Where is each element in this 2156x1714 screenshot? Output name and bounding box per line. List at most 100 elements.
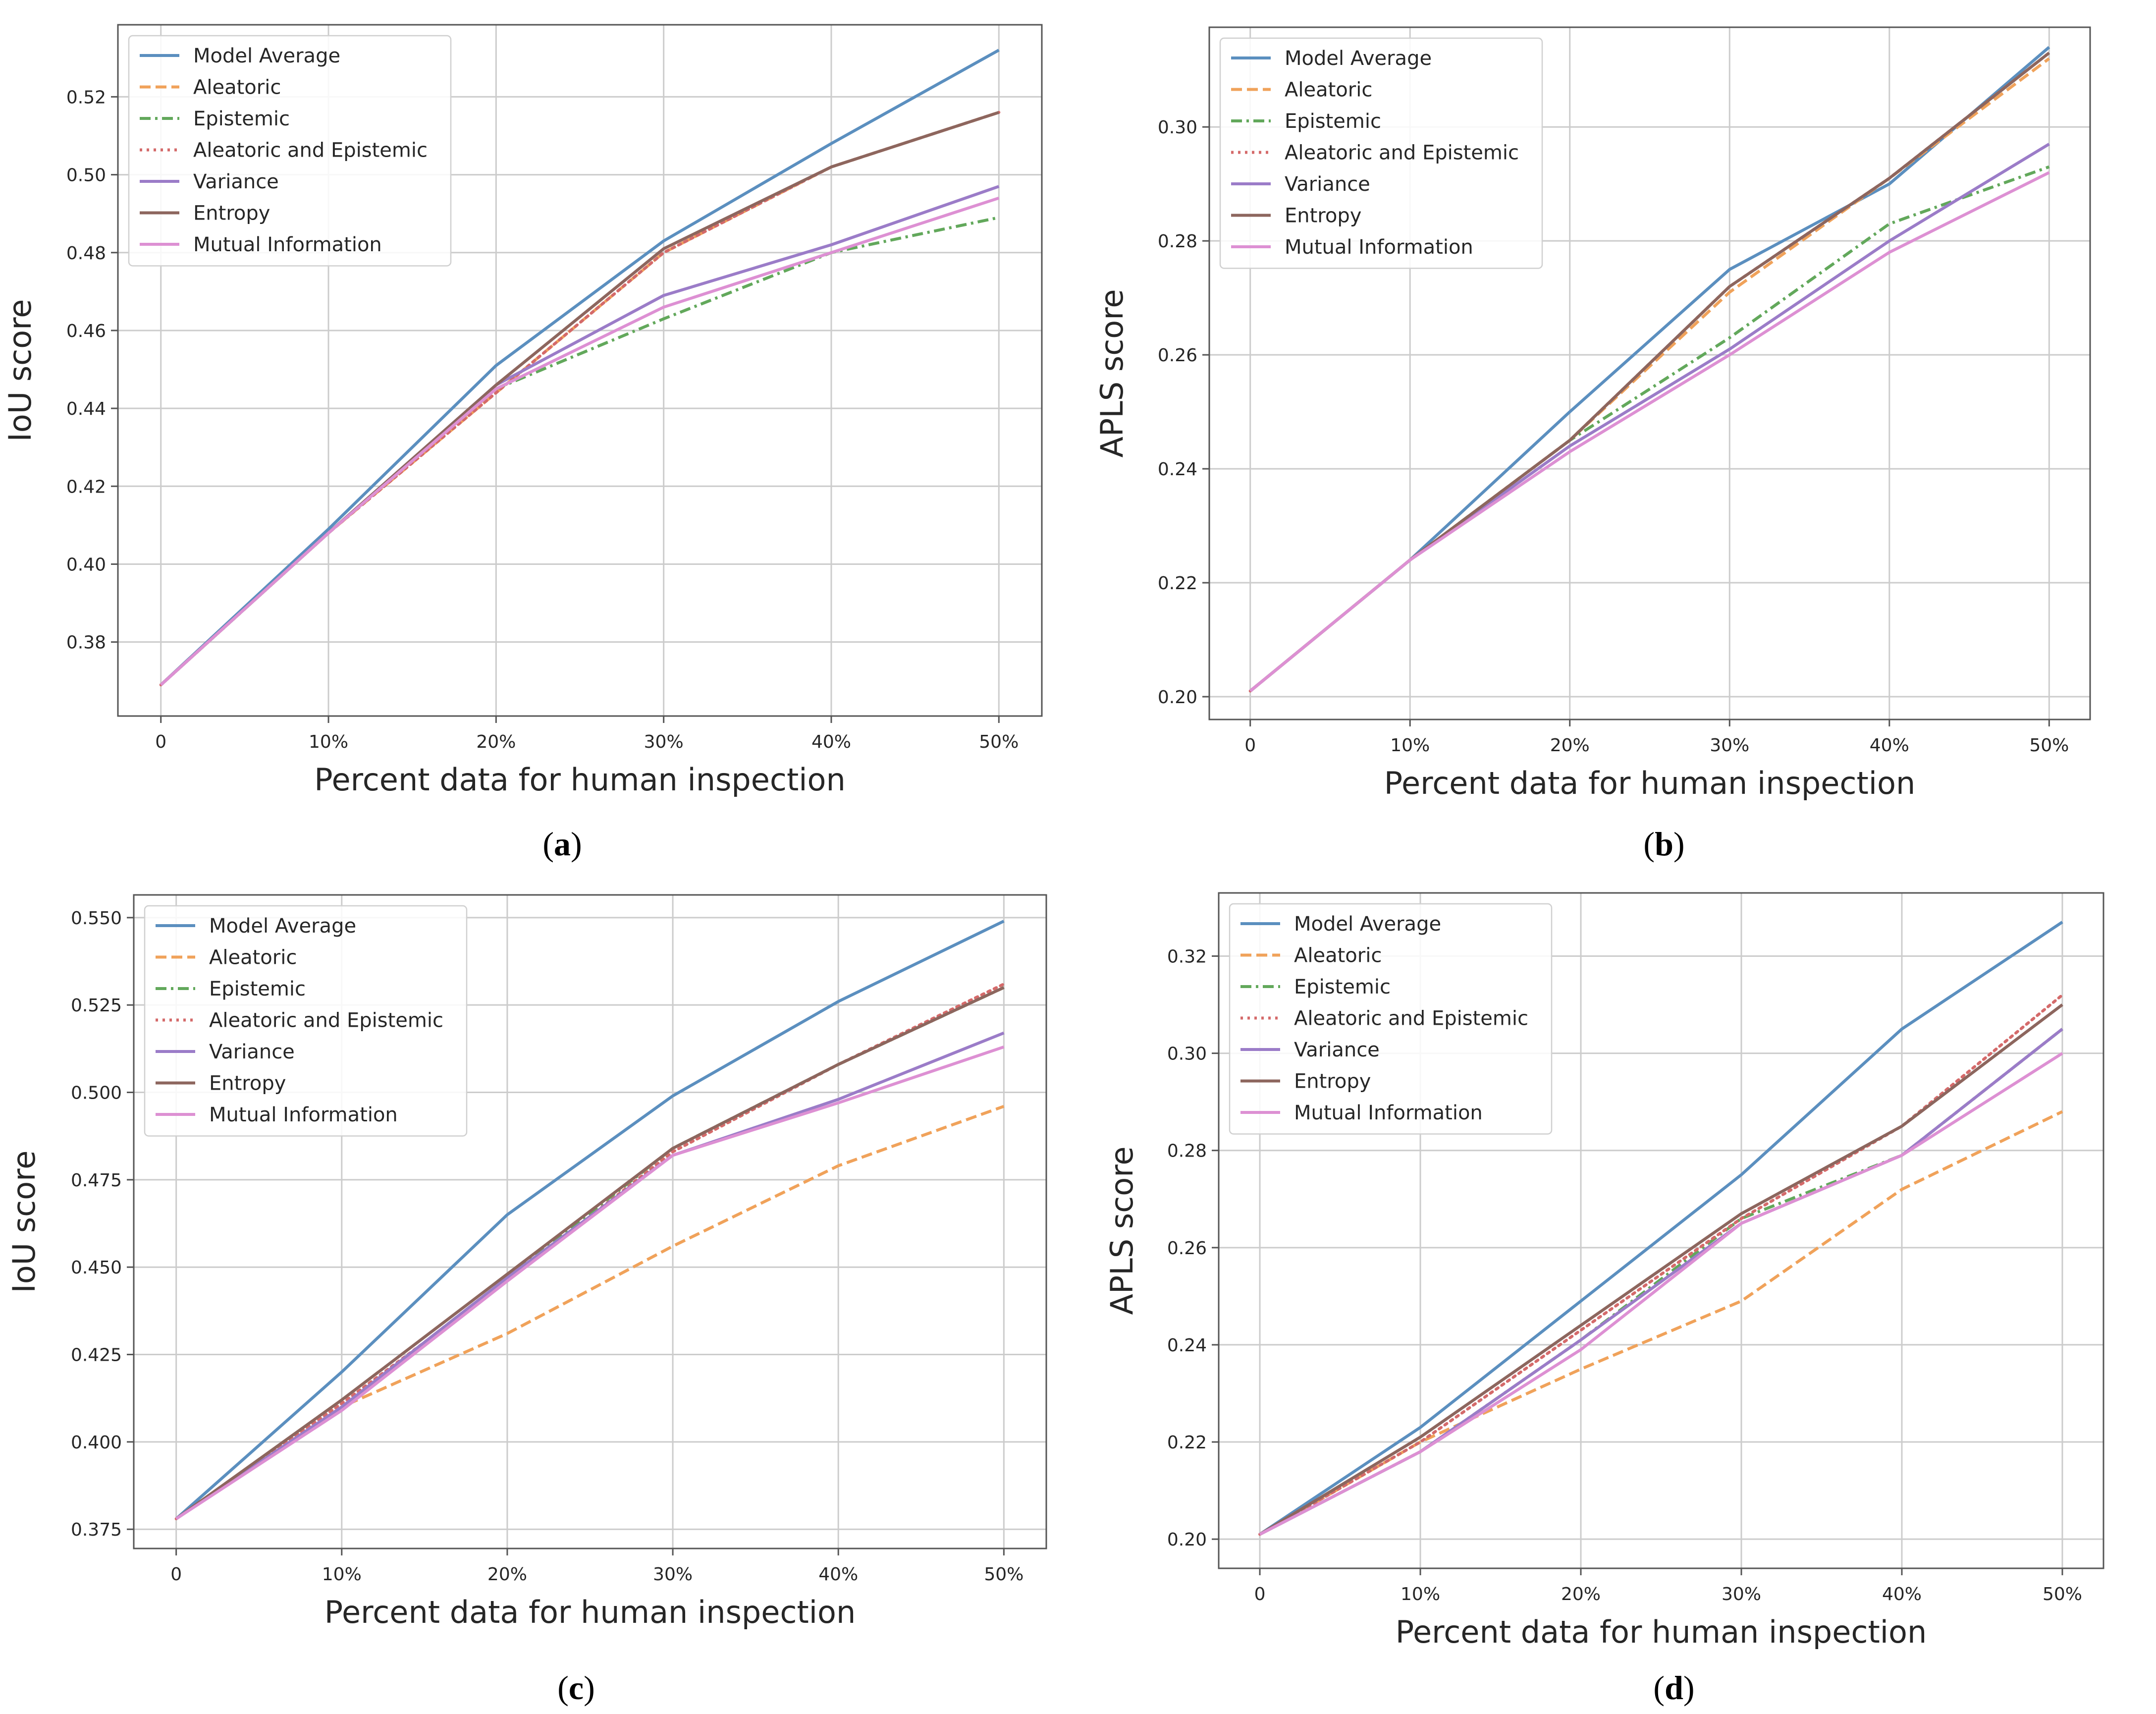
legend-box (144, 905, 468, 1137)
legend-label: Epistemic (209, 978, 306, 1000)
legend-label: Variance (193, 170, 279, 193)
x-tick-label: 10% (322, 1564, 362, 1585)
x-axis-label: Percent data for human inspection (314, 762, 845, 798)
legend-label: Aleatoric and Epistemic (1285, 142, 1519, 165)
caption-close-paren: ) (1683, 1669, 1695, 1707)
caption-close-paren: ) (1673, 825, 1685, 863)
x-tick-label: 20% (476, 732, 516, 752)
series-line-entropy (175, 986, 1005, 1520)
legend-box (1219, 37, 1543, 269)
x-tick-label: 50% (2029, 735, 2069, 756)
caption-letter: d (1665, 1669, 1683, 1707)
legend-label: Variance (209, 1041, 295, 1063)
legend-label: Mutual Information (209, 1104, 398, 1126)
x-tick-label: 20% (487, 1564, 527, 1585)
panel-caption: (c) (557, 1669, 595, 1707)
x-tick-label: 20% (1550, 735, 1590, 756)
y-axis-label: APLS score (1094, 289, 1130, 457)
legend-label: Entropy (209, 1072, 286, 1095)
caption-letter: b (1655, 825, 1673, 863)
y-tick-label: 0.475 (71, 1170, 122, 1191)
x-tick-label: 50% (2043, 1584, 2082, 1604)
plot-frame (1208, 26, 2091, 720)
chart-panel-b: 0 10% 20% 30% 40% 50% 0.20 0.22 0.24 0.26 0.28 0.30… (1094, 26, 2091, 863)
x-tick-label: 30% (644, 732, 684, 752)
y-tick-label: 0.30 (1158, 117, 1197, 138)
legend-label: Aleatoric (193, 76, 281, 99)
y-tick-label: 0.375 (71, 1520, 122, 1540)
legend-label: Entropy (1294, 1070, 1371, 1093)
y-tick-label: 0.20 (1158, 687, 1197, 708)
legend-label: Variance (1294, 1039, 1380, 1061)
series-line-aleatoric (175, 1105, 1005, 1520)
x-tick-label: 0 (1254, 1584, 1266, 1604)
y-tick-label: 0.26 (1158, 345, 1197, 366)
y-tick-label: 0.400 (71, 1433, 122, 1453)
y-tick-label: 0.22 (1158, 573, 1197, 594)
y-tick-label: 0.40 (66, 554, 106, 575)
legend-label: Epistemic (193, 108, 290, 130)
x-tick-label: 10% (1390, 735, 1430, 756)
y-tick-label: 0.50 (66, 166, 106, 186)
y-tick-label: 0.46 (66, 321, 106, 341)
series-line-mutual-information (1249, 171, 2050, 692)
x-tick-label: 40% (811, 732, 851, 752)
y-tick-label: 0.425 (71, 1345, 122, 1366)
x-tick-label: 30% (653, 1564, 693, 1585)
y-tick-label: 0.24 (1167, 1335, 1207, 1356)
panel-caption: (d) (1653, 1669, 1694, 1707)
plot-frame (133, 894, 1047, 1549)
y-tick-label: 0.28 (1167, 1141, 1207, 1161)
series-line-model-average (160, 49, 1000, 686)
x-axis-label: Percent data for human inspection (324, 1594, 856, 1630)
legend-label: Entropy (1285, 205, 1361, 227)
legend: Model Average Aleatoric Epistemic Aleatoric… (1219, 37, 1543, 269)
caption-open-paren: ( (1653, 1669, 1665, 1707)
x-axis-label: Percent data for human inspection (1396, 1614, 1927, 1650)
caption-letter: a (554, 825, 571, 863)
y-tick-label: 0.28 (1158, 231, 1197, 252)
panel-caption: (b) (1643, 825, 1684, 863)
x-tick-label: 50% (979, 732, 1019, 752)
legend-label: Model Average (1285, 47, 1432, 70)
legend-label: Aleatoric (1294, 944, 1382, 967)
panel-caption: (a) (542, 825, 582, 863)
y-tick-label: 0.450 (71, 1258, 122, 1278)
y-tick-label: 0.26 (1167, 1238, 1207, 1259)
chart-panel-d: 0 10% 20% 30% 40% 50% 0.20 0.22 0.24 0.26 0.28 0.30… (1104, 892, 2104, 1707)
y-tick-label: 0.22 (1167, 1433, 1207, 1453)
y-tick-label: 0.42 (66, 477, 106, 497)
plot-frame (1218, 892, 2104, 1569)
legend-label: Aleatoric (1285, 79, 1372, 102)
legend-label: Mutual Information (193, 233, 382, 256)
legend-box (1229, 903, 1553, 1135)
caption-close-paren: ) (571, 825, 582, 863)
x-tick-label: 30% (1722, 1584, 1761, 1604)
x-tick-label: 40% (1882, 1584, 1922, 1604)
series-line-model-average (1259, 921, 2063, 1536)
series-line-mutual-information (160, 196, 1000, 686)
y-tick-label: 0.24 (1158, 459, 1197, 480)
chart-panel-a: 0 10% 20% 30% 40% 50% 0.38 0.40 0.42 0.44 0.46 0.48… (2, 24, 1043, 863)
series-line-aleatoric (1259, 1110, 2063, 1536)
legend: Model Average Aleatoric Epistemic Aleatoric… (128, 35, 452, 267)
y-axis-label: IoU score (2, 299, 38, 442)
caption-open-paren: ( (542, 825, 554, 863)
x-tick-label: 10% (1401, 1584, 1440, 1604)
x-tick-label: 0 (170, 1564, 182, 1585)
y-tick-label: 0.30 (1167, 1044, 1207, 1064)
x-tick-label: 0 (1244, 735, 1256, 756)
y-tick-label: 0.500 (71, 1083, 122, 1104)
y-tick-label: 0.32 (1167, 946, 1207, 967)
legend-label: Aleatoric and Epistemic (209, 1009, 443, 1032)
caption-letter: c (569, 1669, 584, 1707)
legend-label: Aleatoric (209, 946, 297, 969)
legend-label: Model Average (209, 915, 356, 938)
legend-label: Model Average (1294, 913, 1441, 936)
legend-box (128, 35, 452, 267)
chart-panel-c: 0 10% 20% 30% 40% 50% 0.375 0.400 0.425 0.450 0.47… (6, 894, 1047, 1707)
x-axis-label: Percent data for human inspection (1384, 765, 1915, 801)
caption-close-paren: ) (584, 1669, 595, 1707)
x-tick-label: 10% (309, 732, 348, 752)
